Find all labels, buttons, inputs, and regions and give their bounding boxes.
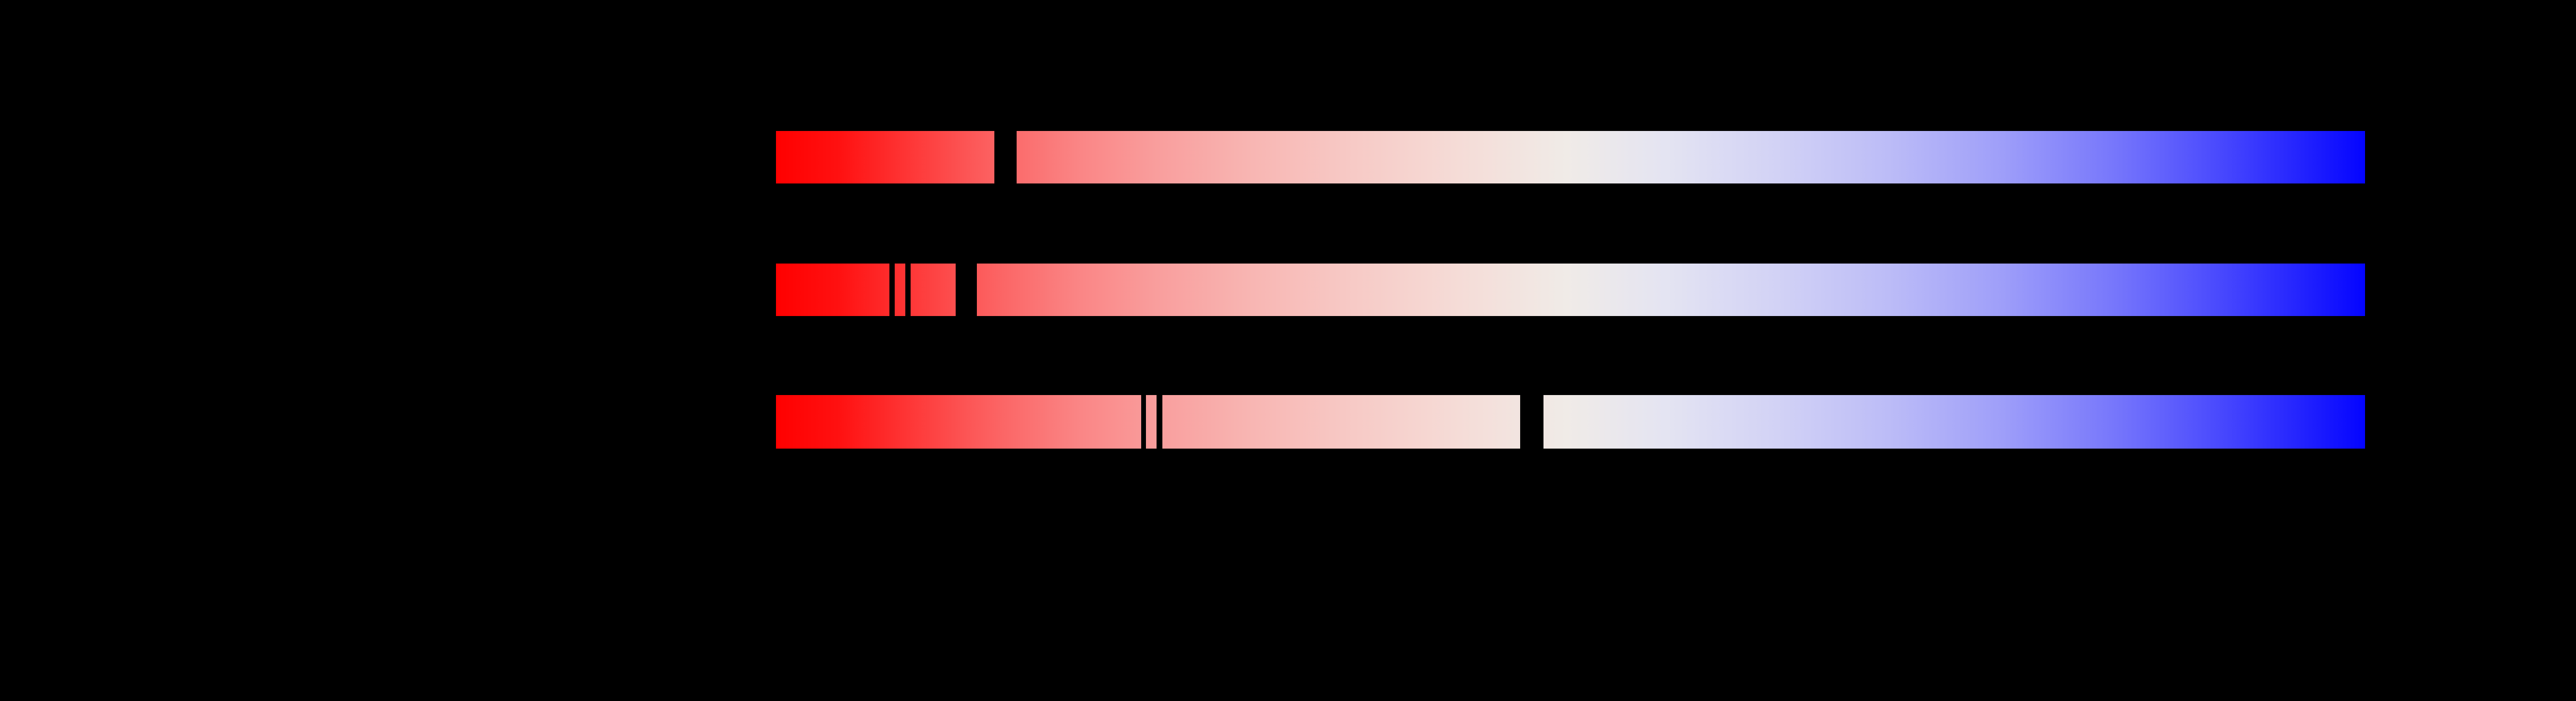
black-separator-line bbox=[889, 263, 895, 317]
black-separator-gap bbox=[994, 130, 1017, 184]
gradient-strip-3 bbox=[776, 395, 2365, 449]
black-separator-line bbox=[1141, 395, 1146, 449]
gradient-strip-2 bbox=[776, 263, 2365, 317]
black-separator-gap bbox=[1520, 395, 1543, 449]
gradient-strip-1 bbox=[776, 130, 2365, 184]
black-separator-line bbox=[1157, 395, 1162, 449]
black-separator-gap bbox=[956, 263, 977, 317]
black-separator-line bbox=[905, 263, 911, 317]
